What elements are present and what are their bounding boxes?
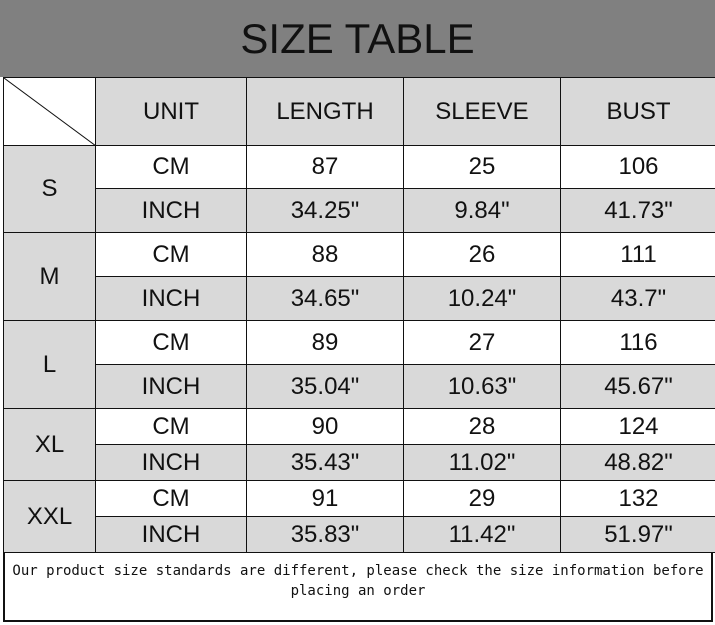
bust-cell: 41.73" xyxy=(560,188,715,233)
unit-cell: INCH xyxy=(95,444,247,481)
bust-cell: 106 xyxy=(560,145,715,189)
header-unit: UNIT xyxy=(95,77,247,146)
unit-cell: CM xyxy=(95,408,247,445)
size-label: XXL xyxy=(3,480,96,553)
size-label: S xyxy=(3,145,96,233)
table-row: INCH 34.25" 9.84" 41.73" xyxy=(4,188,715,233)
length-cell: 89 xyxy=(246,320,404,365)
sleeve-cell: 11.02" xyxy=(403,444,561,481)
unit-cell: INCH xyxy=(95,276,247,321)
length-cell: 35.43" xyxy=(246,444,404,481)
bust-cell: 51.97" xyxy=(560,516,715,553)
length-cell: 34.25" xyxy=(246,188,404,233)
bust-cell: 116 xyxy=(560,320,715,365)
unit-cell: INCH xyxy=(95,188,247,233)
size-label: M xyxy=(3,232,96,321)
table-row: S CM 87 25 106 xyxy=(3,145,715,233)
length-cell: 35.04" xyxy=(246,364,404,409)
length-cell: 87 xyxy=(246,145,404,189)
bust-cell: 48.82" xyxy=(560,444,715,481)
unit-cell: INCH xyxy=(95,516,247,553)
corner-cell xyxy=(3,77,96,146)
size-label: XL xyxy=(3,408,96,481)
length-cell: 34.65" xyxy=(246,276,404,321)
table-row: M CM 88 26 111 xyxy=(3,232,715,321)
length-cell: 35.83" xyxy=(246,516,404,553)
bust-cell: 45.67" xyxy=(560,364,715,409)
unit-cell: CM xyxy=(95,232,247,277)
sleeve-cell: 25 xyxy=(403,145,561,189)
unit-cell: INCH xyxy=(95,364,247,409)
sleeve-cell: 9.84" xyxy=(403,188,561,233)
diagonal-line xyxy=(4,78,96,146)
sleeve-cell: 10.24" xyxy=(403,276,561,321)
bust-cell: 124 xyxy=(560,408,715,445)
header-length: LENGTH xyxy=(246,77,404,146)
table-row: L CM 89 27 116 xyxy=(3,320,715,409)
sleeve-cell: 11.42" xyxy=(403,516,561,553)
length-cell: 90 xyxy=(246,408,404,445)
header-sleeve: SLEEVE xyxy=(403,77,561,146)
table-row: INCH 35.83" 11.42" 51.97" xyxy=(4,516,715,553)
table-row: INCH 35.04" 10.63" 45.67" xyxy=(4,364,715,409)
sleeve-cell: 28 xyxy=(403,408,561,445)
table-row: INCH 35.43" 11.02" 48.82" xyxy=(4,444,715,481)
length-cell: 91 xyxy=(246,480,404,517)
table-row: INCH 34.65" 10.24" 43.7" xyxy=(4,276,715,321)
bust-cell: 111 xyxy=(560,232,715,277)
table-row: XXL CM 91 29 132 xyxy=(3,480,715,553)
footer-note: Our product size standards are different… xyxy=(3,552,713,622)
size-table-title: SIZE TABLE xyxy=(0,0,715,77)
header-bust: BUST xyxy=(560,77,715,146)
unit-cell: CM xyxy=(95,480,247,517)
size-table: UNIT LENGTH SLEEVE BUST S CM 87 25 106 INCH 34… xyxy=(3,77,715,553)
sleeve-cell: 26 xyxy=(403,232,561,277)
length-cell: 88 xyxy=(246,232,404,277)
table-row: XL CM 90 28 124 xyxy=(3,408,715,481)
unit-cell: CM xyxy=(95,145,247,189)
bust-cell: 43.7" xyxy=(560,276,715,321)
sleeve-cell: 29 xyxy=(403,480,561,517)
bust-cell: 132 xyxy=(560,480,715,517)
sleeve-cell: 10.63" xyxy=(403,364,561,409)
unit-cell: CM xyxy=(95,320,247,365)
size-label: L xyxy=(3,320,96,409)
header-row: UNIT LENGTH SLEEVE BUST xyxy=(3,77,715,146)
sleeve-cell: 27 xyxy=(403,320,561,365)
